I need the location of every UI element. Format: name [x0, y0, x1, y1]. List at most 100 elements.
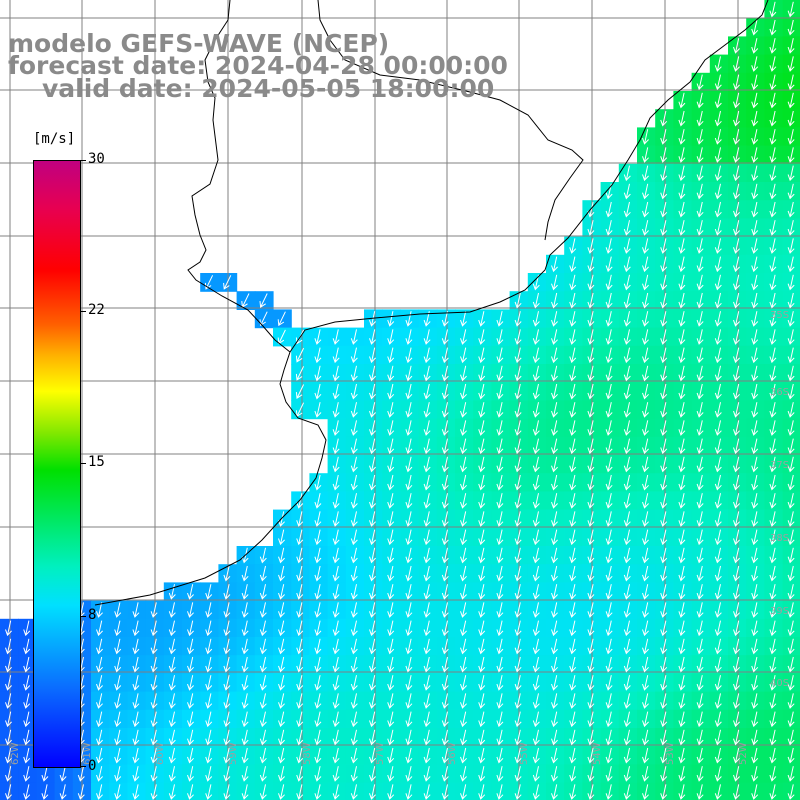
wind-arrow	[296, 693, 304, 709]
wind-arrow	[769, 656, 777, 673]
wind-arrow	[769, 784, 777, 800]
wind-arrow	[587, 201, 595, 218]
colorbar-label: 22	[88, 302, 105, 318]
wind-arrow	[769, 547, 777, 564]
wind-arrow	[77, 766, 85, 782]
wind-arrow	[678, 511, 686, 527]
wind-arrow	[369, 420, 376, 436]
wind-arrow	[733, 584, 740, 600]
wind-arrow	[751, 638, 759, 655]
wind-arrow	[423, 584, 431, 600]
wind-arrow	[714, 529, 722, 546]
wind-arrow	[405, 565, 413, 582]
wind-arrow	[514, 438, 522, 455]
colorbar-label: 8	[88, 607, 97, 623]
wind-arrow	[678, 183, 686, 200]
wind-arrow	[187, 584, 194, 600]
wind-arrow	[769, 620, 777, 637]
wind-arrow	[678, 547, 686, 564]
wind-arrow	[751, 329, 759, 345]
wind-arrow	[514, 383, 522, 400]
wind-arrow	[696, 201, 704, 218]
wind-arrow	[660, 493, 668, 509]
wind-arrow	[751, 711, 759, 728]
wind-arrow	[532, 311, 540, 327]
wind-arrow	[787, 238, 795, 254]
wind-arrow	[787, 565, 795, 582]
wind-arrow	[569, 584, 577, 600]
wind-arrow	[460, 529, 467, 546]
wind-arrow	[369, 438, 376, 455]
wind-arrow	[587, 547, 595, 564]
wind-arrow	[460, 638, 467, 655]
wind-arrow	[642, 238, 649, 254]
wind-arrow	[460, 729, 467, 746]
wind-arrow	[532, 420, 540, 436]
wind-arrow	[660, 438, 668, 455]
wind-arrow	[587, 274, 595, 291]
wind-arrow	[132, 602, 140, 618]
wind-arrow	[496, 511, 504, 527]
wind-arrow	[660, 256, 668, 273]
wind-arrow	[733, 711, 740, 728]
wind-arrow	[114, 620, 122, 637]
wind-arrow	[369, 584, 376, 600]
wind-arrow	[496, 420, 504, 436]
wind-arrow	[787, 147, 795, 163]
wind-arrow	[478, 784, 486, 800]
wind-arrow	[714, 56, 722, 72]
wind-arrow	[41, 784, 49, 800]
wind-arrow	[551, 493, 558, 509]
wind-arrow	[478, 420, 486, 436]
wind-arrow	[605, 420, 613, 436]
wind-arrow	[496, 766, 504, 782]
wind-arrow	[769, 110, 777, 127]
wind-arrow	[787, 675, 795, 691]
wind-arrow	[551, 656, 558, 673]
wind-arrow	[350, 784, 358, 800]
wind-arrow	[259, 620, 267, 637]
wind-arrow	[569, 656, 577, 673]
wind-arrow	[769, 38, 777, 54]
wind-arrow	[332, 529, 340, 546]
latitude-label: 38S	[770, 533, 789, 544]
wind-arrow	[187, 766, 194, 782]
wind-arrow	[769, 511, 777, 527]
wind-arrow	[769, 238, 777, 254]
wind-arrow	[332, 584, 340, 600]
wind-arrow	[751, 656, 759, 673]
wind-arrow	[132, 656, 140, 673]
wind-arrow	[223, 675, 231, 691]
wind-arrow	[605, 438, 613, 455]
wind-arrow	[332, 365, 340, 382]
wind-arrow	[678, 638, 686, 655]
wind-arrow	[678, 238, 686, 254]
wind-arrow	[787, 784, 795, 800]
wind-arrow	[496, 438, 504, 455]
wind-arrow	[642, 675, 649, 691]
wind-arrow	[150, 729, 158, 746]
wind-arrow	[587, 565, 595, 582]
wind-arrow	[769, 183, 777, 200]
wind-arrow	[423, 529, 431, 546]
wind-arrow	[460, 311, 467, 327]
wind-arrow	[478, 511, 486, 527]
wind-arrow	[605, 383, 613, 400]
wind-arrow	[223, 656, 231, 673]
wind-arrow	[587, 747, 595, 764]
wind-arrow	[405, 329, 413, 345]
wind-arrow	[96, 602, 103, 618]
wind-arrow	[678, 438, 686, 455]
wind-arrow	[223, 638, 231, 655]
wind-arrow	[660, 729, 668, 746]
wind-arrow	[241, 766, 249, 782]
wind-arrow	[751, 74, 759, 91]
wind-arrow	[714, 292, 722, 309]
wind-arrow	[387, 602, 395, 618]
wind-arrow	[751, 19, 759, 36]
wind-arrow	[423, 784, 431, 800]
wind-arrow	[733, 620, 740, 637]
wind-arrow	[314, 693, 322, 709]
wind-arrow	[714, 383, 722, 400]
